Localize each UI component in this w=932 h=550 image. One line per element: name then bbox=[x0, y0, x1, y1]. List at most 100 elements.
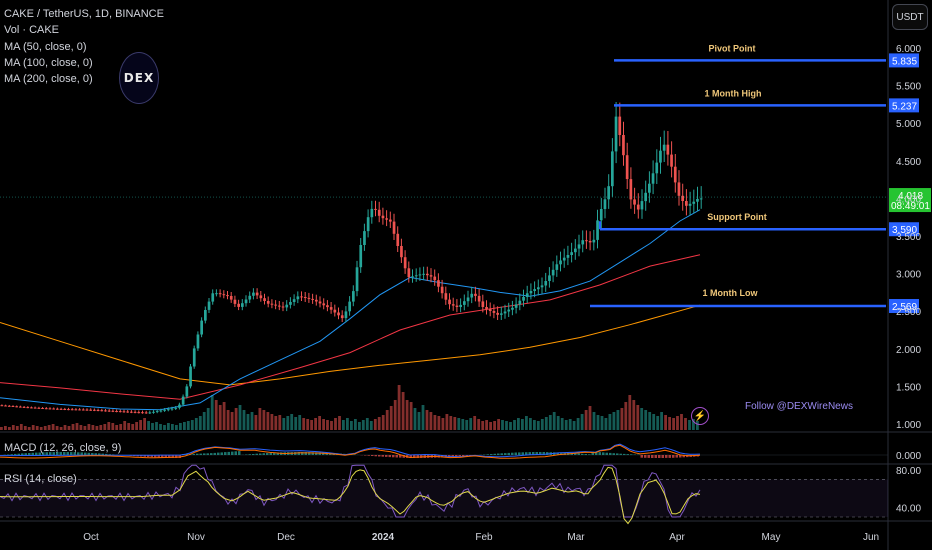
volume-bar bbox=[302, 418, 306, 430]
candle-body bbox=[326, 305, 329, 308]
macd-histogram-bar bbox=[259, 453, 262, 455]
candle-body bbox=[470, 293, 474, 298]
macd-histogram-bar bbox=[157, 455, 160, 458]
candle-body bbox=[574, 248, 577, 253]
candle-body bbox=[100, 410, 104, 412]
macd-histogram-bar bbox=[178, 455, 181, 458]
y-tick-label: 6.000 bbox=[896, 44, 921, 55]
candle-body bbox=[455, 305, 459, 307]
volume-bar bbox=[680, 414, 683, 430]
candle-body bbox=[622, 135, 625, 156]
candle-body bbox=[30, 407, 33, 409]
volume-bar bbox=[306, 419, 310, 430]
level-name: Pivot Point bbox=[709, 43, 756, 53]
candle-body bbox=[340, 315, 344, 319]
candle-body bbox=[41, 408, 44, 409]
macd-histogram-bar bbox=[38, 452, 41, 455]
candle-body bbox=[133, 411, 137, 413]
volume-bar bbox=[143, 418, 146, 430]
level-price-tag bbox=[889, 299, 919, 314]
volume-bar bbox=[95, 426, 99, 430]
volume-bar bbox=[493, 421, 496, 430]
candle-body bbox=[248, 295, 252, 300]
macd-histogram-bar bbox=[455, 455, 458, 457]
candle-body bbox=[181, 396, 185, 405]
macd-histogram-bar bbox=[528, 452, 531, 455]
macd-histogram-bar bbox=[28, 453, 31, 455]
volume-bar bbox=[147, 421, 150, 430]
volume-bar bbox=[334, 418, 337, 430]
currency-button[interactable]: USDT bbox=[892, 4, 928, 30]
candle-body bbox=[392, 221, 396, 234]
candle-body bbox=[692, 201, 696, 204]
volume-bar bbox=[31, 425, 35, 430]
macd-histogram-bar bbox=[14, 453, 17, 455]
candle-body bbox=[81, 409, 85, 411]
candle-body bbox=[211, 293, 215, 302]
candle-body bbox=[500, 313, 503, 315]
volume-bar bbox=[437, 416, 441, 430]
macd-histogram-bar bbox=[619, 453, 622, 455]
candle-body bbox=[407, 268, 411, 278]
candle-body bbox=[285, 304, 289, 308]
candle-body bbox=[115, 411, 118, 412]
volume-bar bbox=[568, 419, 572, 430]
volume-bar bbox=[266, 412, 270, 430]
macd-histogram-bar bbox=[542, 452, 545, 455]
candle-body bbox=[426, 273, 429, 276]
macd-histogram-bar bbox=[518, 452, 521, 455]
volume-bar bbox=[39, 427, 43, 430]
candle-body bbox=[403, 257, 407, 269]
candle-body bbox=[588, 241, 592, 243]
macd-histogram-bar bbox=[213, 452, 216, 455]
y-tick-label: 2.500 bbox=[896, 307, 921, 318]
candle-body bbox=[511, 307, 514, 310]
candle-body bbox=[196, 334, 200, 349]
y-tick-label: 2.000 bbox=[896, 345, 921, 356]
candle-body bbox=[496, 312, 499, 315]
volume-bar bbox=[79, 425, 83, 430]
ma100-legend: MA (100, close, 0) bbox=[4, 57, 93, 69]
macd-histogram-bar bbox=[616, 453, 619, 455]
candle-body bbox=[625, 155, 629, 179]
candle-body bbox=[514, 304, 518, 308]
volume-bar bbox=[548, 415, 552, 430]
candle-body bbox=[259, 295, 263, 299]
macd-histogram-bar bbox=[658, 455, 661, 458]
macd-histogram-bar bbox=[654, 455, 657, 458]
symbol-title: CAKE / TetherUS, 1D, BINANCE bbox=[4, 8, 164, 20]
macd-histogram-bar bbox=[385, 455, 388, 457]
volume-bar bbox=[23, 426, 27, 430]
candle-body bbox=[15, 406, 18, 408]
volume-bar bbox=[278, 415, 282, 430]
lightning-icon[interactable]: ⚡ bbox=[691, 407, 709, 425]
candle-body bbox=[137, 412, 141, 414]
macd-histogram-bar bbox=[367, 455, 370, 456]
volume-bar bbox=[393, 400, 397, 430]
candle-body bbox=[344, 311, 348, 319]
candle-body bbox=[337, 312, 340, 316]
volume-bar bbox=[135, 422, 138, 430]
volume-bar bbox=[425, 410, 429, 430]
candle-body bbox=[122, 411, 126, 413]
volume-bar bbox=[139, 420, 142, 430]
macd-histogram-bar bbox=[245, 454, 248, 455]
volume-bar bbox=[103, 424, 107, 430]
macd-histogram-bar bbox=[94, 453, 97, 455]
current-price-tag bbox=[889, 188, 931, 213]
candle-body bbox=[281, 306, 285, 308]
candle-body bbox=[437, 280, 440, 287]
macd-histogram-bar bbox=[234, 451, 237, 455]
candle-body bbox=[33, 407, 37, 409]
macd-histogram-bar bbox=[441, 455, 444, 458]
candle-body bbox=[141, 412, 144, 414]
candle-body bbox=[548, 275, 551, 281]
volume-bar bbox=[186, 421, 190, 430]
volume-bar bbox=[656, 416, 660, 430]
volume-bar bbox=[676, 416, 679, 430]
candle-body bbox=[22, 406, 26, 408]
volume-legend: Vol · CAKE bbox=[4, 24, 60, 36]
candle-body bbox=[544, 281, 548, 286]
macd-legend: MACD (12, 26, close, 9) bbox=[4, 442, 122, 454]
